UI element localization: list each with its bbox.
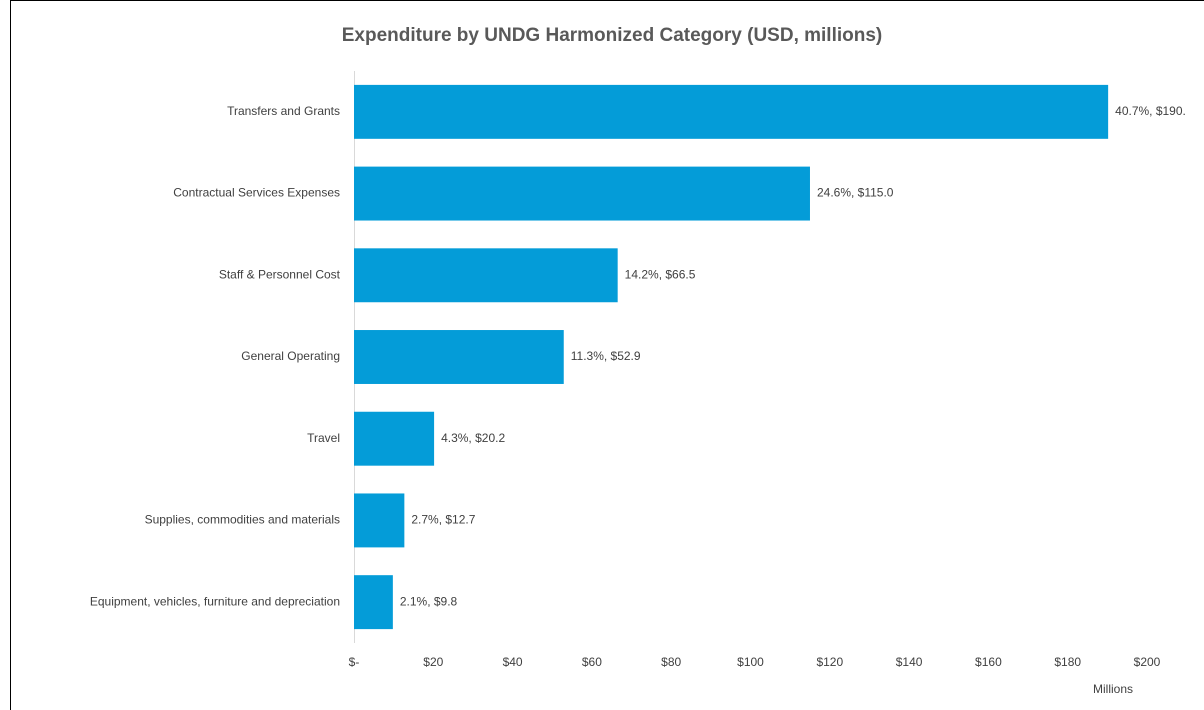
bar — [354, 166, 810, 221]
bar — [354, 84, 1109, 139]
y-tick-label: Equipment, vehicles, furniture and depre… — [90, 594, 340, 608]
y-tick-label: Supplies, commodities and materials — [145, 513, 340, 527]
x-tick-label: $- — [349, 655, 360, 669]
y-tick-label: Transfers and Grants — [227, 104, 340, 118]
data-label: 14.2%, $66.5 — [625, 267, 696, 281]
y-tick-label: Staff & Personnel Cost — [219, 267, 341, 281]
x-tick-label: $60 — [582, 655, 602, 669]
chart-title: Expenditure by UNDG Harmonized Category … — [342, 25, 883, 46]
x-tick-label: $80 — [661, 655, 681, 669]
data-label: 24.6%, $115.0 — [817, 186, 894, 200]
x-tick-label: $20 — [423, 655, 443, 669]
y-tick-label: Contractual Services Expenses — [173, 186, 340, 200]
chart-border — [10, 0, 1204, 710]
bar — [354, 575, 393, 630]
x-tick-label: $200 — [1134, 655, 1161, 669]
data-label: 4.3%, $20.2 — [441, 431, 505, 445]
data-label: 2.1%, $9.8 — [400, 594, 458, 608]
y-tick-label: Travel — [307, 431, 340, 445]
bar — [354, 330, 564, 384]
x-tick-label: $120 — [816, 655, 843, 669]
y-tick-label: General Operating — [241, 349, 340, 363]
bar — [354, 248, 618, 303]
x-tick-label: $160 — [975, 655, 1002, 669]
x-tick-label: $180 — [1054, 655, 1081, 669]
bar — [354, 411, 435, 466]
data-label: 11.3%, $52.9 — [571, 349, 641, 363]
data-label: 40.7%, $190. — [1115, 104, 1186, 118]
bar — [354, 493, 405, 548]
x-tick-label: $40 — [503, 655, 523, 669]
x-axis-title: Millions — [1093, 682, 1133, 696]
x-tick-label: $140 — [896, 655, 923, 669]
x-tick-label: $100 — [737, 655, 764, 669]
data-label: 2.7%, $12.7 — [411, 513, 475, 527]
